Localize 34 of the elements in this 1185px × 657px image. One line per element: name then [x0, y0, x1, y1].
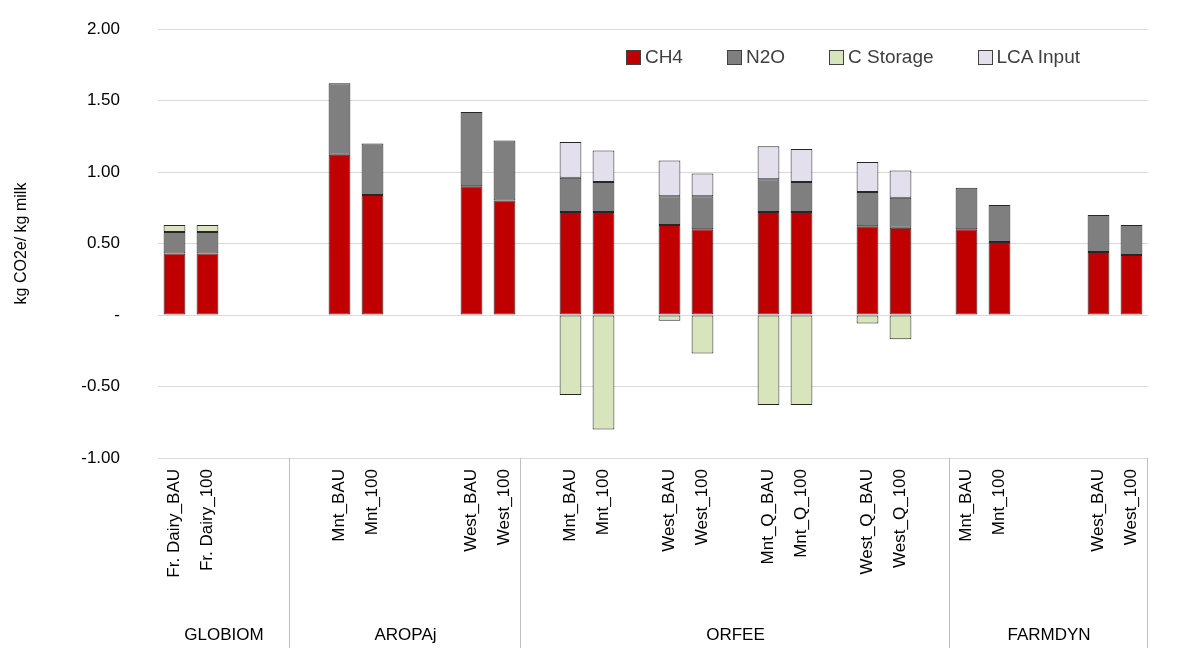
y-tick-label: 0.50: [86, 233, 120, 253]
x-tick-label: West_Q_BAU: [857, 469, 877, 575]
x-axis-title: ORFEE: [706, 625, 765, 645]
y-tick-label: 2.00: [86, 18, 120, 38]
legend-label: LCA Input: [996, 46, 1080, 68]
x-tick-label: West_Q_100: [890, 469, 910, 568]
legend-label: CH4: [644, 46, 683, 68]
legend-label: N2O: [745, 46, 785, 68]
x-tick-label: Mnt_100: [989, 469, 1009, 536]
x-tick-label: West_BAU: [1088, 469, 1108, 552]
x-axis-title: FARMDYN: [1007, 625, 1091, 645]
x-tick-label: West_100: [1121, 469, 1141, 546]
x-tick-label: West_100: [494, 469, 514, 546]
x-tick-label: Mnt_BAU: [329, 469, 349, 542]
y-tick-label: -: [114, 304, 120, 324]
y-axis-title: kg CO2e/ kg milk: [12, 181, 30, 305]
x-tick-label: Fr. Dairy_100: [197, 469, 217, 572]
x-tick-label: Mnt_100: [362, 469, 382, 536]
x-tick-label: Mnt_Q_BAU: [758, 469, 778, 565]
x-tick-label: Mnt_Q_100: [791, 469, 811, 558]
x-tick-label: West_100: [692, 469, 712, 546]
x-axis-title: AROPAj: [374, 625, 437, 645]
x-tick-label: West_BAU: [461, 469, 481, 552]
y-tick-label: -0.50: [81, 376, 120, 396]
x-tick-label: Mnt_BAU: [956, 469, 976, 542]
x-tick-label: Mnt_BAU: [560, 469, 580, 542]
y-tick-label: 1.00: [86, 161, 120, 181]
y-tick-label: 1.50: [86, 90, 120, 110]
x-tick-label: Mnt_100: [593, 469, 613, 536]
x-tick-label: West_BAU: [659, 469, 679, 552]
y-tick-label: -1.00: [81, 447, 120, 467]
x-tick-label: Fr. Dairy_BAU: [164, 469, 184, 578]
legend-label: C Storage: [848, 46, 934, 68]
x-axis-title: GLOBIOM: [184, 625, 264, 645]
